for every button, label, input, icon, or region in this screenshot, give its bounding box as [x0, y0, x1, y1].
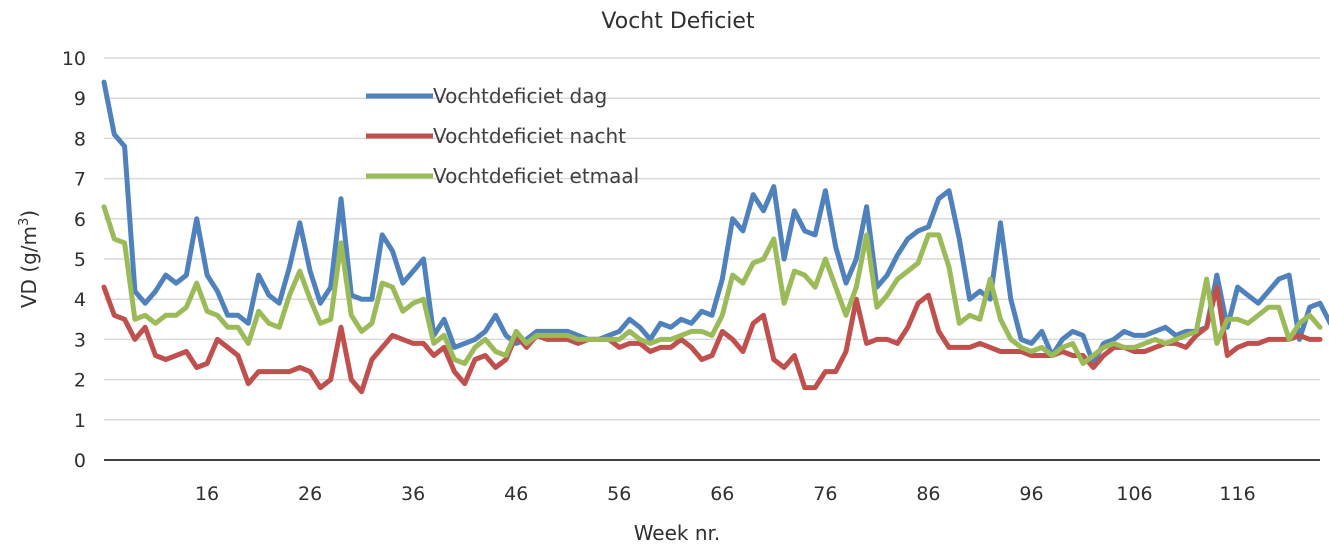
- x-tick-label: 16: [195, 483, 219, 505]
- y-tick-label: 9: [74, 88, 86, 110]
- y-tick-label: 5: [74, 249, 86, 271]
- x-axis-ticks: 16 26 36 46 56 66 76 86 96 106 116: [195, 483, 1256, 505]
- x-tick-label: 116: [1219, 483, 1255, 505]
- series-lines: [101, 79, 1329, 395]
- x-tick-label: 86: [916, 483, 940, 505]
- x-tick-label: 96: [1019, 483, 1043, 505]
- y-tick-label: 8: [74, 128, 86, 150]
- x-tick-label: 46: [504, 483, 528, 505]
- x-tick-label: 76: [813, 483, 837, 505]
- chart-title: Vocht Deficiet: [601, 9, 755, 34]
- legend-label-3: Vochtdeficiet etmaal: [433, 164, 639, 188]
- x-tick-label: 36: [401, 483, 425, 505]
- y-axis-ticks: 0 1 2 3 4 5 6 7 8 9 10: [62, 48, 86, 472]
- x-tick-label: 66: [710, 483, 734, 505]
- y-tick-label: 4: [74, 289, 86, 311]
- legend-label-2: Vochtdeficiet nacht: [433, 124, 626, 148]
- y-axis-label: VD (g/m3): [17, 210, 41, 308]
- y-tick-label: 1: [74, 410, 86, 432]
- legend-label-1: Vochtdeficiet dag: [433, 84, 607, 108]
- gridlines: [104, 57, 1320, 421]
- legend: Vochtdeficiet dag Vochtdeficiet nacht Voch…: [366, 84, 639, 188]
- y-tick-label: 3: [74, 329, 86, 351]
- series-line-1: [101, 79, 1329, 366]
- x-tick-label: 106: [1116, 483, 1152, 505]
- x-tick-label: 56: [607, 483, 631, 505]
- y-tick-label: 6: [74, 209, 86, 231]
- y-tick-label: 0: [74, 450, 86, 472]
- y-tick-label: 2: [74, 370, 86, 392]
- y-tick-label: 7: [74, 169, 86, 191]
- y-tick-label: 10: [62, 48, 86, 70]
- y-axis-label-text: VD (g/m: [17, 226, 41, 308]
- x-tick-label: 26: [298, 483, 322, 505]
- y-axis-label-close: ): [17, 210, 41, 218]
- series-line-3: [101, 204, 1323, 366]
- y-axis-label-superscript: 3: [17, 218, 32, 226]
- x-axis-label: Week nr.: [634, 521, 721, 545]
